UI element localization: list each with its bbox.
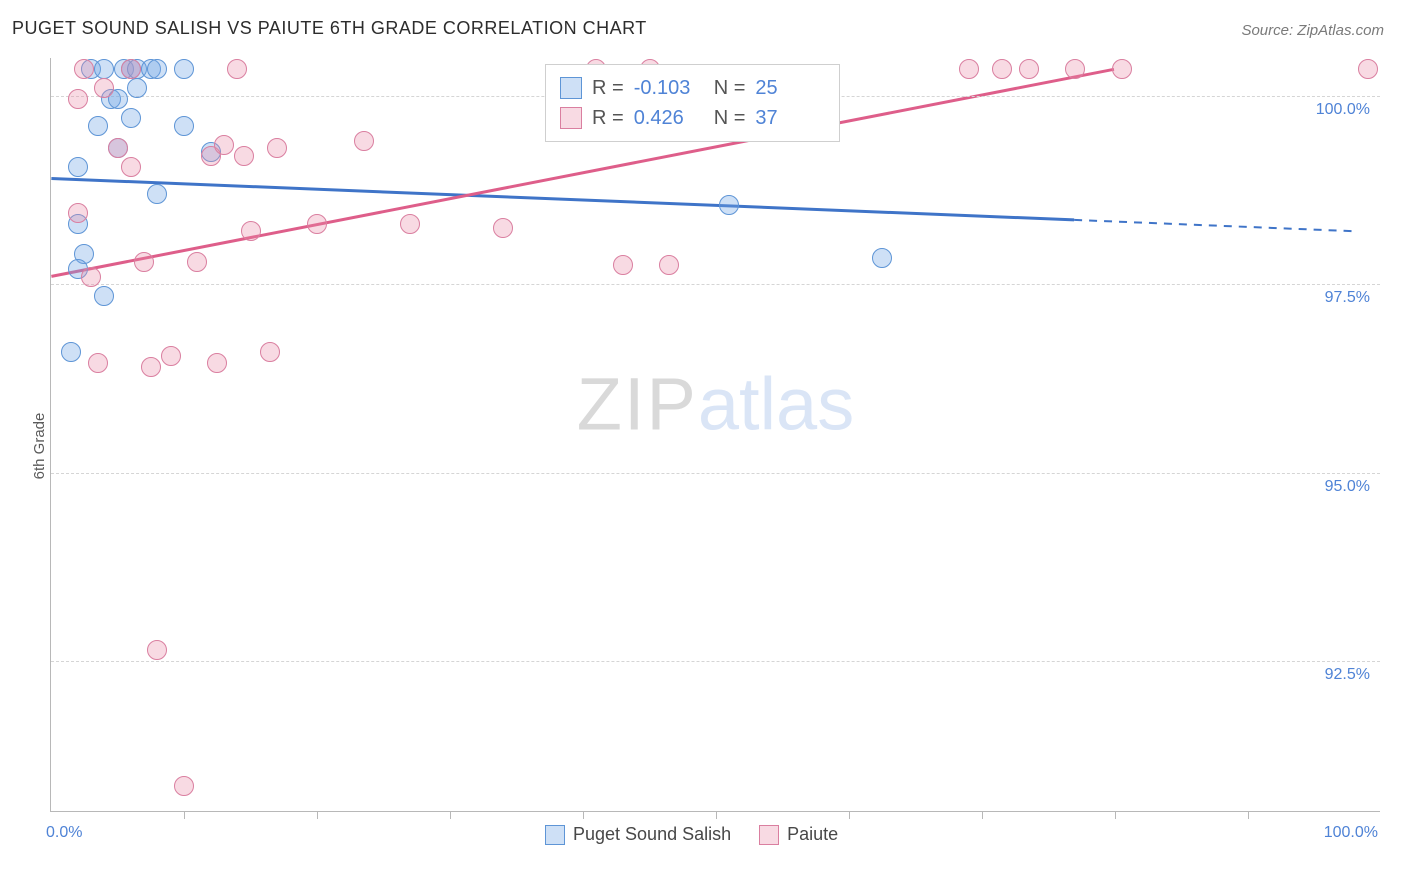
y-tick-label: 95.0% — [1325, 478, 1370, 496]
y-tick-label: 97.5% — [1325, 289, 1370, 307]
data-point-salish — [68, 157, 88, 177]
legend-series: Puget Sound Salish Paiute — [545, 824, 838, 845]
data-point-paiute — [1065, 59, 1085, 79]
legend-n-value: 25 — [755, 73, 825, 103]
legend-row-salish: R = -0.103 N = 25 — [560, 73, 825, 103]
x-tick — [184, 811, 185, 819]
data-point-salish — [94, 286, 114, 306]
x-tick — [583, 811, 584, 819]
data-point-paiute — [241, 221, 261, 241]
data-point-paiute — [227, 59, 247, 79]
data-point-salish — [121, 108, 141, 128]
data-point-paiute — [121, 59, 141, 79]
trend-lines — [51, 58, 1380, 811]
data-point-paiute — [214, 135, 234, 155]
x-tick — [450, 811, 451, 819]
data-point-paiute — [992, 59, 1012, 79]
data-point-paiute — [267, 138, 287, 158]
x-tick-label: 0.0% — [46, 824, 82, 842]
legend-swatch-paiute — [759, 825, 779, 845]
data-point-salish — [61, 342, 81, 362]
x-tick — [317, 811, 318, 819]
legend-r-value: 0.426 — [634, 103, 704, 133]
data-point-paiute — [234, 146, 254, 166]
data-point-paiute — [161, 346, 181, 366]
legend-series-name: Puget Sound Salish — [573, 824, 731, 845]
data-point-paiute — [1358, 59, 1378, 79]
data-point-paiute — [493, 218, 513, 238]
y-axis-label: 6th Grade — [31, 413, 48, 480]
chart-title: PUGET SOUND SALISH VS PAIUTE 6TH GRADE C… — [12, 18, 647, 39]
legend-n-value: 37 — [755, 103, 825, 133]
watermark-zip: ZIP — [577, 363, 698, 446]
data-point-paiute — [141, 357, 161, 377]
x-tick — [716, 811, 717, 819]
legend-row-paiute: R = 0.426 N = 37 — [560, 103, 825, 133]
data-point-paiute — [400, 214, 420, 234]
data-point-salish — [872, 248, 892, 268]
data-point-paiute — [613, 255, 633, 275]
grid-line — [51, 284, 1380, 285]
data-point-salish — [147, 59, 167, 79]
x-tick — [849, 811, 850, 819]
data-point-paiute — [81, 267, 101, 287]
data-point-paiute — [307, 214, 327, 234]
data-point-paiute — [108, 138, 128, 158]
data-point-paiute — [88, 353, 108, 373]
data-point-paiute — [187, 252, 207, 272]
plot-area: ZIPatlas 100.0% 97.5% 95.0% 92.5% — [50, 58, 1380, 812]
data-point-salish — [147, 184, 167, 204]
source-label: Source: ZipAtlas.com — [1241, 22, 1384, 39]
data-point-salish — [88, 116, 108, 136]
y-tick-label: 92.5% — [1325, 666, 1370, 684]
data-point-paiute — [207, 353, 227, 373]
data-point-salish — [174, 59, 194, 79]
data-point-paiute — [1112, 59, 1132, 79]
data-point-paiute — [68, 203, 88, 223]
legend-item-salish: Puget Sound Salish — [545, 824, 731, 845]
legend-correlation: R = -0.103 N = 25 R = 0.426 N = 37 — [545, 64, 840, 142]
grid-line — [51, 473, 1380, 474]
data-point-paiute — [260, 342, 280, 362]
data-point-paiute — [68, 89, 88, 109]
data-point-paiute — [354, 131, 374, 151]
legend-n-label: N = — [714, 103, 746, 133]
legend-series-name: Paiute — [787, 824, 838, 845]
legend-swatch-salish — [560, 77, 582, 99]
legend-item-paiute: Paiute — [759, 824, 838, 845]
legend-swatch-paiute — [560, 107, 582, 129]
trend-line-salish — [51, 178, 1074, 219]
x-tick-label: 100.0% — [1324, 824, 1378, 842]
data-point-paiute — [659, 255, 679, 275]
y-tick-label: 100.0% — [1316, 101, 1370, 119]
watermark-atlas: atlas — [698, 363, 854, 446]
trend-line-dashed-salish — [1074, 220, 1353, 231]
data-point-paiute — [74, 59, 94, 79]
data-point-paiute — [121, 157, 141, 177]
data-point-paiute — [174, 776, 194, 796]
chart-frame: PUGET SOUND SALISH VS PAIUTE 6TH GRADE C… — [0, 0, 1406, 892]
data-point-salish — [174, 116, 194, 136]
legend-swatch-salish — [545, 825, 565, 845]
grid-line — [51, 661, 1380, 662]
data-point-paiute — [147, 640, 167, 660]
x-tick — [1115, 811, 1116, 819]
data-point-paiute — [94, 78, 114, 98]
data-point-salish — [94, 59, 114, 79]
x-tick — [1248, 811, 1249, 819]
data-point-salish — [127, 78, 147, 98]
legend-n-label: N = — [714, 73, 746, 103]
data-point-paiute — [959, 59, 979, 79]
x-tick — [982, 811, 983, 819]
data-point-paiute — [134, 252, 154, 272]
data-point-paiute — [1019, 59, 1039, 79]
legend-r-value: -0.103 — [634, 73, 704, 103]
legend-r-label: R = — [592, 103, 624, 133]
data-point-salish — [719, 195, 739, 215]
watermark: ZIPatlas — [577, 362, 854, 447]
legend-r-label: R = — [592, 73, 624, 103]
